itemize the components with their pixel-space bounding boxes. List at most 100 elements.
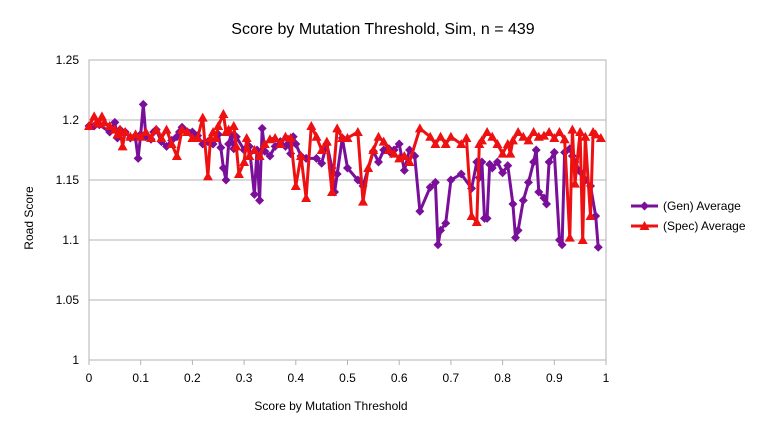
data-point-spec bbox=[326, 187, 337, 196]
data-point-gen bbox=[534, 187, 544, 197]
data-point-spec bbox=[425, 131, 436, 141]
data-point-spec bbox=[461, 133, 472, 142]
y-axis-ticks: 1 1.05 1.1 1.15 1.2 1.25 bbox=[56, 53, 80, 367]
data-point-spec bbox=[394, 153, 405, 163]
x-tick-label: 0.2 bbox=[184, 371, 201, 385]
data-point-spec bbox=[476, 135, 487, 145]
data-point-spec bbox=[171, 151, 182, 160]
data-point-spec bbox=[505, 148, 516, 158]
x-tick-label: 0.1 bbox=[132, 371, 149, 385]
legend-marker-gen bbox=[640, 201, 649, 211]
legend-marker-spec bbox=[639, 221, 650, 230]
data-point-spec bbox=[482, 127, 493, 136]
data-point-gen bbox=[138, 99, 148, 109]
data-point-gen bbox=[265, 151, 275, 161]
data-point-spec bbox=[567, 124, 578, 134]
x-tick-label: 0.3 bbox=[236, 371, 253, 385]
series-line-gen bbox=[89, 102, 600, 248]
data-point-spec bbox=[99, 117, 110, 127]
data-point-spec bbox=[244, 151, 255, 160]
data-point-gen bbox=[544, 157, 554, 167]
data-point-spec bbox=[161, 124, 172, 134]
data-point-spec bbox=[590, 129, 601, 139]
data-point-spec bbox=[104, 121, 115, 130]
chart-title: Score by Mutation Threshold, Sim, n = 43… bbox=[231, 21, 535, 38]
x-axis-ticks: 0 0.1 0.2 0.3 0.4 0.5 0.6 0.7 0.8 0.9 1 bbox=[86, 360, 610, 385]
y-tick-label: 1.05 bbox=[56, 293, 80, 307]
legend-label-spec: (Spec) Average bbox=[663, 219, 746, 233]
data-point-spec bbox=[580, 131, 591, 141]
data-point-spec bbox=[528, 127, 539, 136]
data-point-spec bbox=[316, 145, 327, 154]
data-point-spec bbox=[295, 151, 306, 160]
y-axis-label: Road Score bbox=[22, 186, 36, 250]
data-point-spec bbox=[125, 131, 136, 141]
data-point-spec bbox=[404, 157, 415, 166]
data-point-spec bbox=[192, 133, 203, 142]
data-point-spec bbox=[497, 148, 508, 158]
x-tick-label: 0.9 bbox=[546, 371, 563, 385]
data-point-spec bbox=[321, 136, 332, 146]
data-point-spec bbox=[523, 135, 534, 145]
x-tick-label: 0.4 bbox=[287, 371, 304, 385]
data-point-spec bbox=[559, 134, 570, 144]
data-point-spec bbox=[270, 133, 281, 142]
data-point-gen bbox=[374, 157, 384, 167]
data-point-gen bbox=[482, 213, 492, 223]
y-tick-label: 1.25 bbox=[56, 53, 80, 67]
data-point-gen bbox=[249, 189, 259, 199]
data-point-gen bbox=[446, 175, 456, 185]
data-point-spec bbox=[290, 181, 301, 190]
data-point-spec bbox=[487, 131, 498, 141]
data-point-gen bbox=[531, 145, 541, 155]
data-point-spec bbox=[595, 133, 606, 142]
data-point-spec bbox=[368, 145, 379, 154]
y-tick-label: 1 bbox=[72, 353, 79, 367]
data-point-spec bbox=[130, 129, 141, 139]
data-point-gen bbox=[162, 141, 172, 151]
x-tick-label: 0.7 bbox=[443, 371, 460, 385]
data-point-spec bbox=[507, 135, 518, 145]
data-point-gen bbox=[255, 195, 265, 205]
data-point-spec bbox=[146, 133, 157, 142]
data-point-spec bbox=[166, 139, 177, 148]
data-point-gen bbox=[110, 117, 120, 127]
data-point-gen bbox=[518, 195, 528, 205]
data-point-spec bbox=[228, 121, 239, 130]
legend: (Gen) Average (Spec) Average bbox=[631, 199, 746, 233]
data-point-spec bbox=[352, 127, 363, 136]
data-point-gen bbox=[224, 139, 234, 149]
data-point-gen bbox=[542, 199, 552, 209]
x-axis-label: Score by Mutation Threshold bbox=[254, 399, 407, 413]
data-point-gen bbox=[317, 158, 327, 168]
data-point-spec bbox=[84, 121, 94, 130]
data-point-spec bbox=[223, 124, 234, 134]
data-point-gen bbox=[456, 169, 466, 179]
y-tick-label: 1.15 bbox=[56, 173, 80, 187]
data-point-gen bbox=[280, 141, 290, 151]
data-point-gen bbox=[343, 163, 352, 173]
data-point-gen bbox=[218, 163, 228, 173]
data-point-spec bbox=[414, 123, 425, 133]
data-point-spec bbox=[342, 133, 353, 142]
data-point-spec bbox=[306, 121, 317, 130]
data-point-spec bbox=[117, 141, 128, 151]
data-point-gen bbox=[487, 163, 497, 173]
data-point-spec bbox=[254, 151, 265, 160]
data-point-spec bbox=[513, 127, 524, 136]
data-point-spec bbox=[575, 127, 586, 136]
data-point-gen bbox=[513, 225, 523, 235]
data-point-spec bbox=[210, 133, 221, 142]
data-point-spec bbox=[197, 112, 208, 122]
data-point-gen bbox=[436, 225, 446, 235]
y-tick-label: 1.1 bbox=[62, 233, 79, 247]
series-spec bbox=[84, 109, 606, 244]
data-point-gen bbox=[441, 218, 451, 228]
data-point-gen bbox=[529, 157, 539, 167]
data-point-gen bbox=[593, 242, 603, 252]
data-point-gen bbox=[394, 139, 404, 149]
data-point-spec bbox=[156, 133, 167, 142]
data-point-gen bbox=[270, 141, 280, 151]
data-point-spec bbox=[135, 131, 146, 141]
